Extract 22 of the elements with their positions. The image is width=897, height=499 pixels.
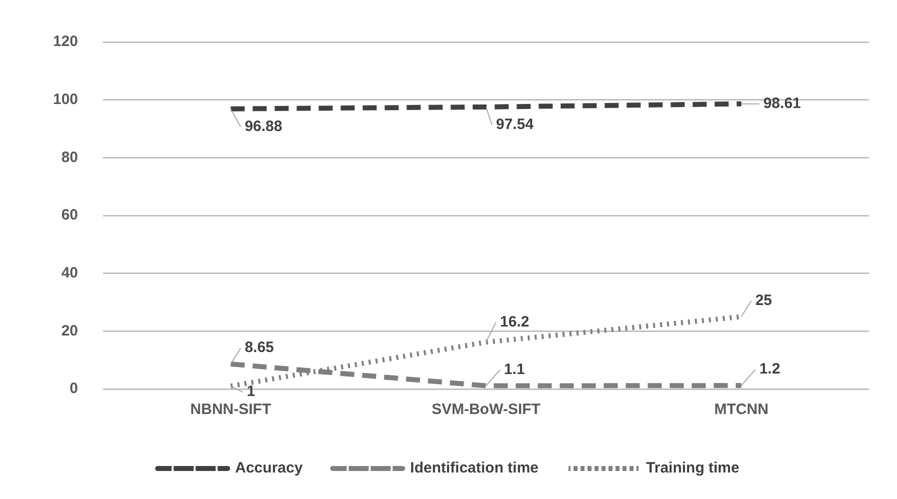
legend-label: Training time — [646, 460, 740, 477]
data-label: 1.1 — [504, 360, 525, 378]
legend-label: Identification time — [410, 460, 539, 477]
legend-label: Accuracy — [235, 460, 304, 477]
x-tick-label: MTCNN — [714, 401, 768, 418]
data-label: 97.54 — [496, 116, 534, 134]
y-tick-label: 60 — [61, 206, 78, 224]
data-label: 1.2 — [759, 360, 780, 378]
data-label: 16.2 — [500, 313, 530, 330]
y-tick-label: 20 — [61, 322, 78, 340]
x-tick-label: NBNN-SIFT — [190, 401, 272, 418]
data-label: 25 — [755, 292, 772, 309]
y-tick-label: 0 — [70, 380, 78, 398]
y-tick-label: 40 — [61, 264, 78, 282]
data-label: 1 — [246, 383, 256, 400]
data-label: 8.65 — [244, 339, 274, 356]
y-tick-label: 120 — [52, 33, 78, 50]
y-tick-label: 80 — [61, 148, 78, 166]
data-label: 96.88 — [244, 118, 282, 135]
x-tick-label: SVM-BoW-SIFT — [432, 401, 540, 418]
data-label: 98.61 — [763, 94, 801, 112]
y-tick-label: 100 — [52, 90, 78, 108]
